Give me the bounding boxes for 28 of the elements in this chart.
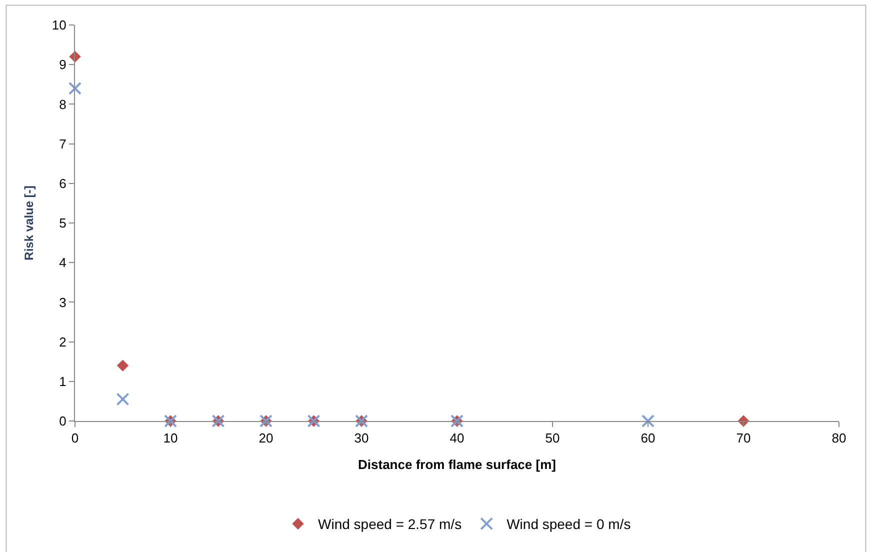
y-tick-label: 1 [59,374,66,389]
y-tick-label: 2 [59,334,66,350]
point [68,82,82,95]
point [116,360,129,372]
y-tick-label: 10 [52,18,66,33]
y-tick-label: 9 [59,57,66,72]
y-axis-title: Risk value [-] [22,186,36,260]
x-tick-label: 20 [258,430,274,446]
legend-label: Wind speed = 2.57 m/s [318,516,462,532]
point [116,392,130,406]
x-tick-label: 30 [354,430,369,446]
x-tick-label: 60 [640,430,656,446]
x-tick-label: 0 [71,430,79,446]
x-tick-label: 70 [736,430,751,446]
y-tick-label: 3 [59,294,66,310]
legend-label: Wind speed = 0 m/s [506,516,631,532]
x-tick-label: 40 [450,430,464,446]
x-tick-label: 80 [832,430,846,446]
y-tick-label: 4 [59,255,66,270]
point [642,414,654,428]
y-tick-label: 6 [59,176,66,191]
y-tick-label: 5 [59,216,66,231]
y-tick-label: 8 [59,96,66,112]
y-tick-label: 7 [59,136,66,152]
x-tick-label: 50 [545,430,560,446]
x-tick-label: 10 [163,430,178,446]
x-axis-title: Distance from flame surface [m] [358,457,556,472]
y-tick-label: 0 [59,414,66,429]
